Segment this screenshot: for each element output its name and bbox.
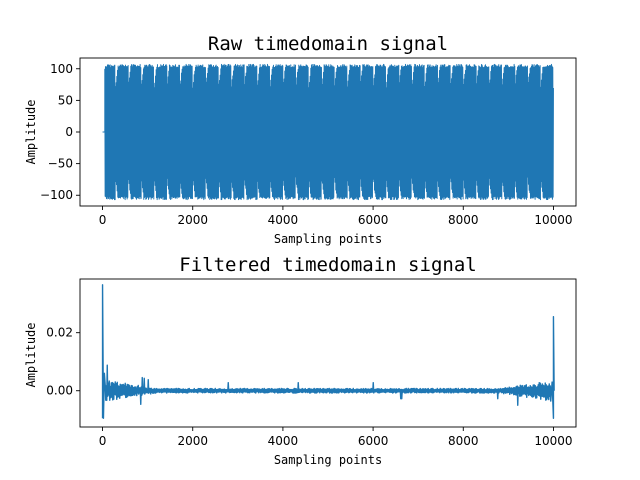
x-tick-label: 2000 [177,434,208,448]
y-tick-label: 50 [58,93,73,107]
y-axis-ticks: 0.02 0.00 [46,326,80,398]
x-tick-label: 10000 [534,434,572,448]
chart-title: Raw timedomain signal [208,33,448,55]
x-axis-label: Sampling points [274,232,382,246]
x-tick-label: 6000 [358,434,389,448]
y-axis-label: Amplitude [24,322,38,387]
signal-line [101,284,555,419]
signal-line [102,63,554,201]
x-tick-label: 8000 [448,434,479,448]
chart-title: Filtered timedomain signal [179,254,476,276]
x-axis-ticks: 0 2000 4000 6000 8000 10000 [99,206,573,227]
x-tick-label: 0 [99,434,107,448]
x-tick-label: 8000 [448,213,479,227]
y-tick-label: 100 [50,62,73,76]
y-axis-label: Amplitude [24,99,38,164]
x-tick-label: 4000 [268,434,299,448]
y-tick-label: 0.00 [46,384,73,398]
x-axis-label: Sampling points [274,453,382,467]
plot-area [79,278,577,428]
y-tick-label: 0.02 [46,326,73,340]
y-tick-label: −100 [40,188,73,202]
x-tick-label: 10000 [534,213,572,227]
x-tick-label: 4000 [268,213,299,227]
x-tick-label: 2000 [177,213,208,227]
x-tick-label: 0 [99,213,107,227]
y-tick-label: 0 [65,125,73,139]
x-tick-label: 6000 [358,213,389,227]
raw-signal-chart: Raw timedomain signal Sampling points Am… [24,33,577,246]
y-tick-label: −50 [48,157,73,171]
x-axis-ticks: 0 2000 4000 6000 8000 10000 [99,427,573,448]
axes-frame [79,278,577,428]
y-axis-ticks: 100 50 0 −50 −100 [40,62,80,202]
filtered-signal-chart: Filtered timedomain signal Sampling poin… [24,254,577,467]
